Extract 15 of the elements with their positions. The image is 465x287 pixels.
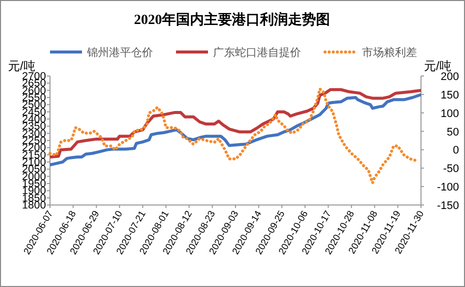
- legend-label: 锦州港平仓价: [87, 47, 153, 59]
- y2label: 元/吨: [424, 59, 452, 73]
- title: 2020年国内主要港口利润走势图: [134, 13, 330, 28]
- ytick: 1800: [22, 200, 46, 212]
- y2tick: 50: [446, 126, 459, 138]
- ylabel: 元/吨: [8, 59, 36, 73]
- y2tick: 150: [440, 89, 459, 102]
- y2tick: 200: [440, 71, 459, 83]
- legend-label: 广东蛇口港自提价: [213, 47, 301, 59]
- y2tick: -100: [436, 182, 459, 194]
- y2tick: -150: [436, 200, 459, 212]
- legend-label: 市场粮利差: [362, 47, 417, 59]
- y2tick: 100: [440, 108, 459, 120]
- y2tick: 0: [452, 144, 459, 157]
- y2tick: -50: [443, 163, 459, 176]
